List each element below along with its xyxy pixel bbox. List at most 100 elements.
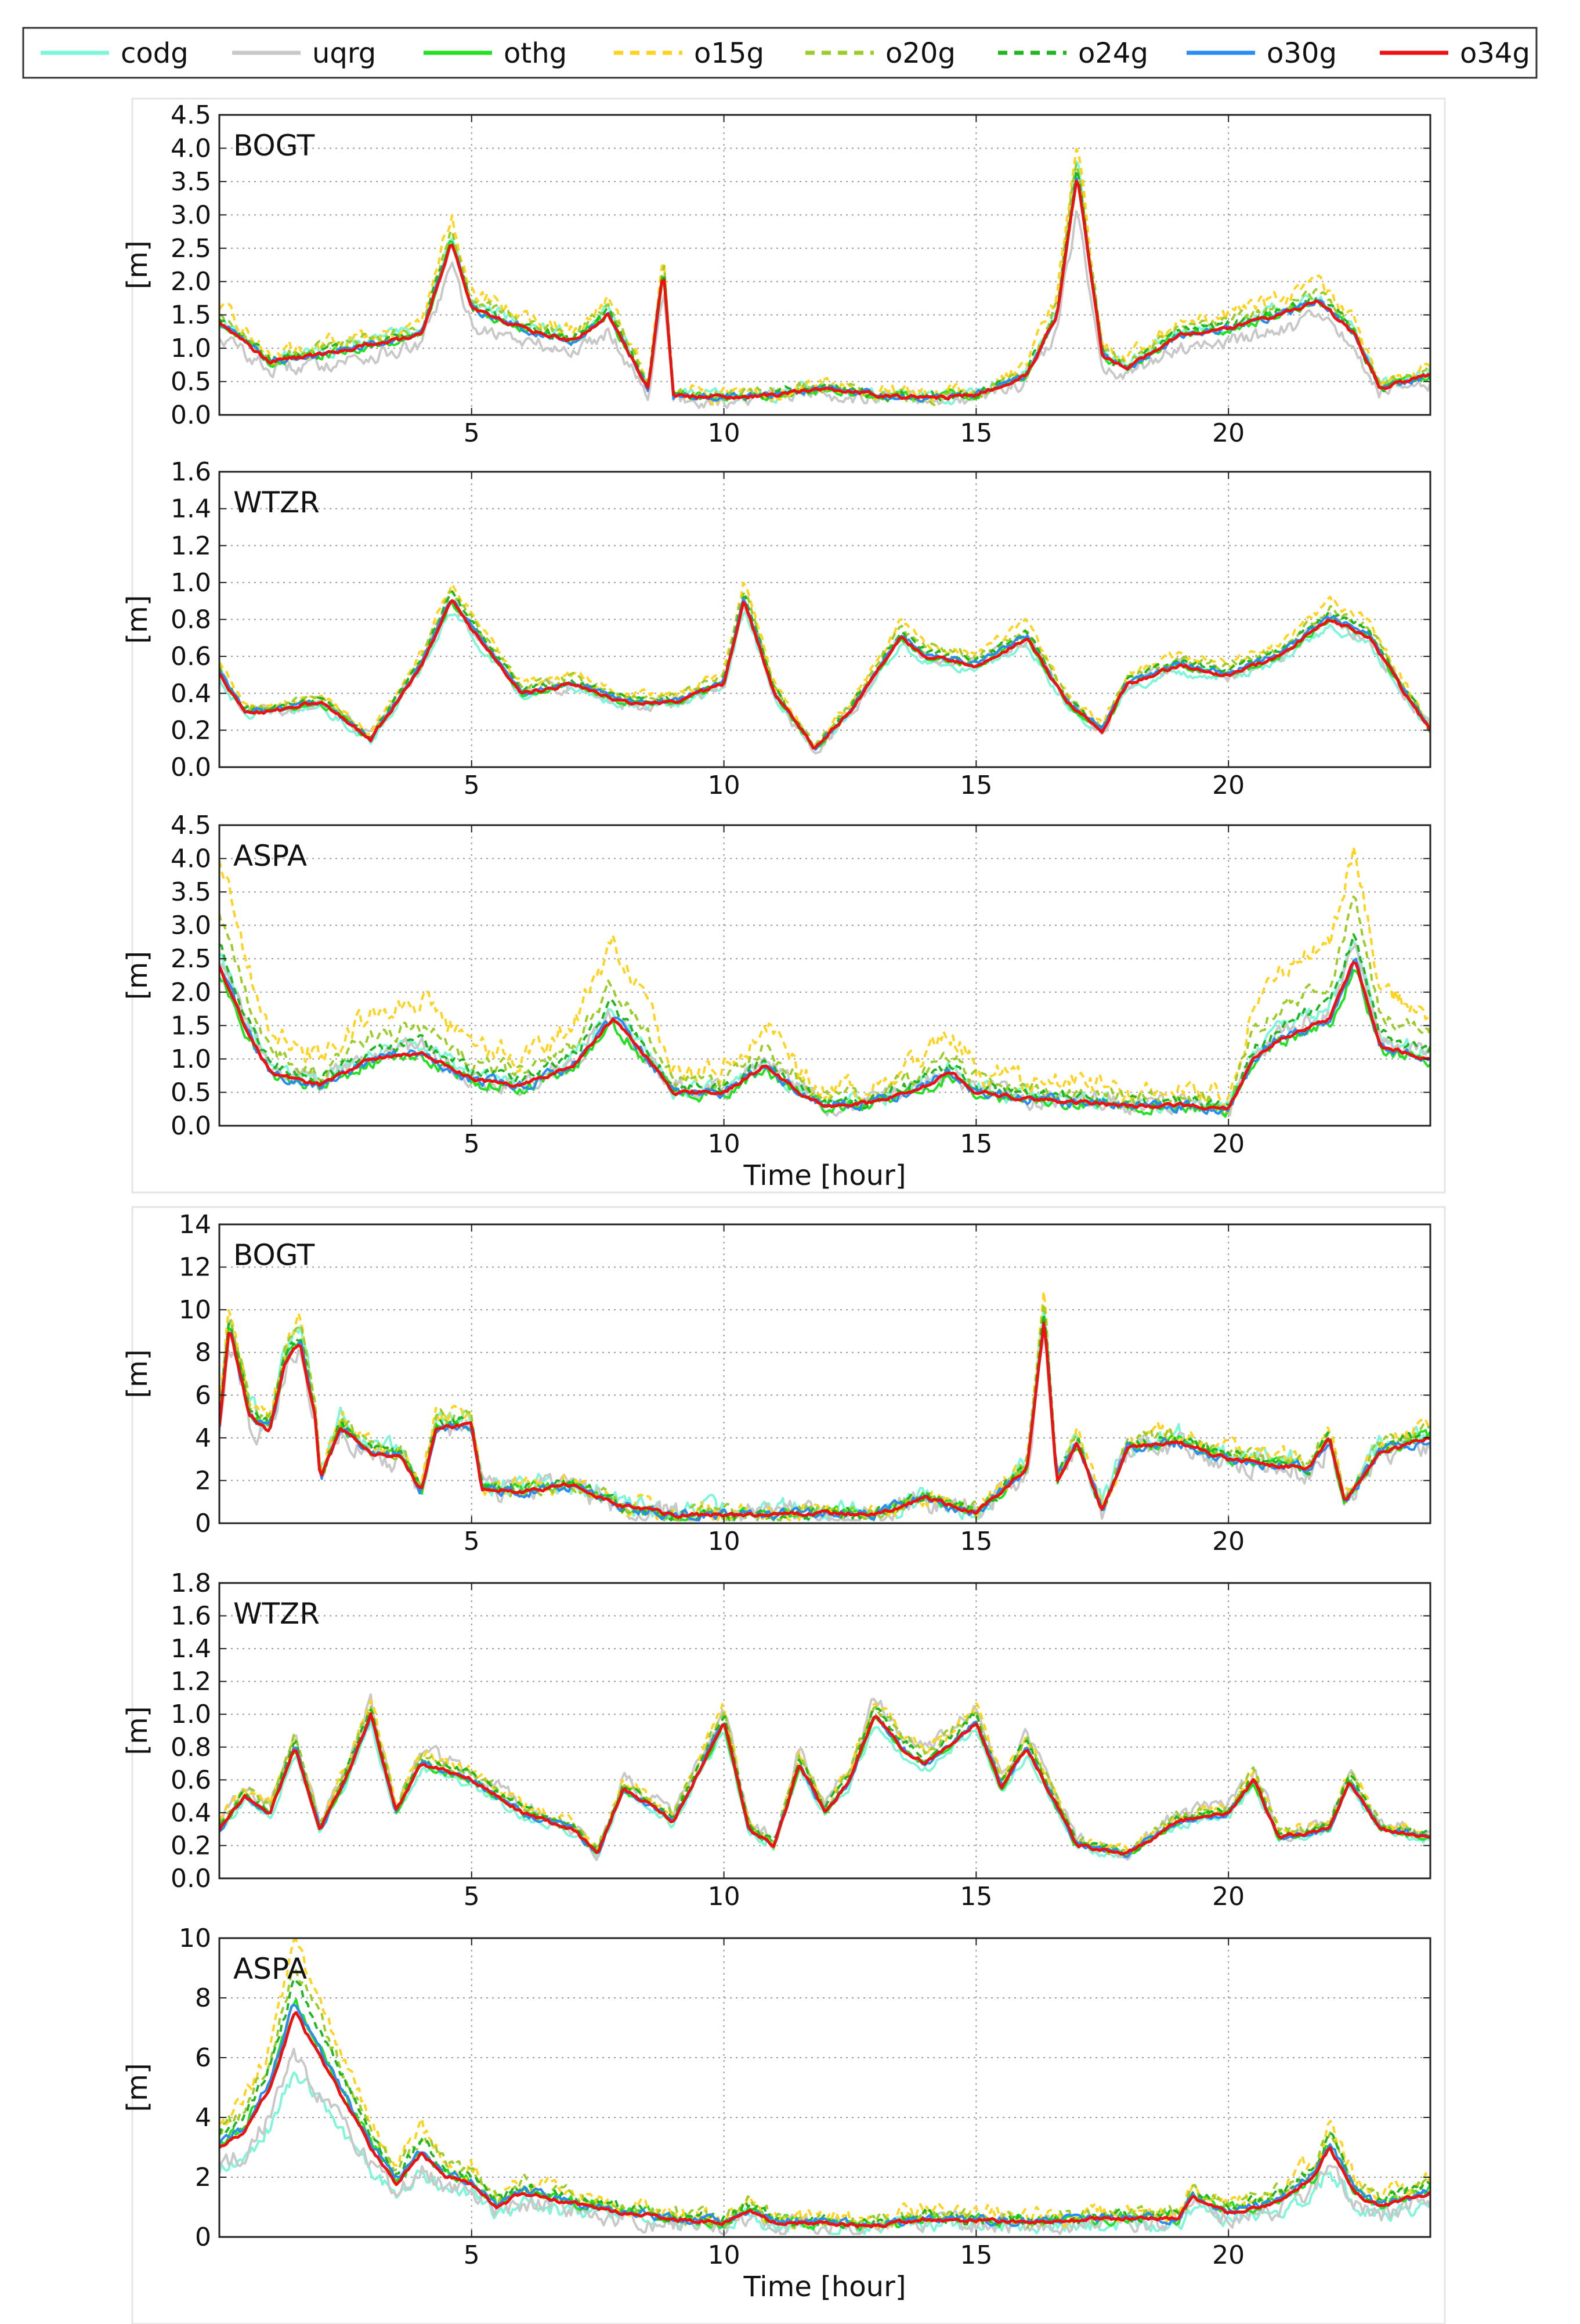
x-tick-label: 5 bbox=[464, 2240, 480, 2270]
series-group bbox=[219, 1693, 1430, 1862]
y-tick-label: 1.0 bbox=[171, 334, 211, 363]
series-line-o24g bbox=[219, 169, 1430, 403]
y-tick-label: 0.5 bbox=[171, 367, 211, 397]
y-tick-label: 3.0 bbox=[171, 200, 211, 230]
series-line-o24g bbox=[219, 1978, 1430, 2229]
y-tick-label: 8 bbox=[195, 1338, 211, 1368]
panel-3-aspa: 5 10 15 20 0.0 0.5 1.0 1.5 2.0 2.53.0 3.54.0 4.5 ASP… bbox=[121, 811, 1431, 1192]
x-tick-label: 20 bbox=[1212, 771, 1245, 800]
series-line-o34g bbox=[219, 1712, 1430, 1856]
plot-frame bbox=[218, 824, 1431, 1127]
series-line-o20g bbox=[219, 1705, 1430, 1857]
y-tick-label: 1.5 bbox=[171, 1011, 211, 1040]
legend-label-o24g: o24g bbox=[1078, 37, 1148, 70]
y-tick-label: 0.0 bbox=[171, 400, 211, 430]
group-frame-bottom bbox=[131, 1206, 1446, 2324]
y-tick-label: 1.6 bbox=[171, 1602, 211, 1631]
series-group bbox=[219, 581, 1430, 755]
series-line-codg bbox=[219, 1719, 1430, 1859]
legend-label-o30g: o30g bbox=[1267, 37, 1337, 70]
plot-area bbox=[219, 825, 1430, 1126]
y-tick-label: 4.0 bbox=[171, 844, 211, 874]
plot-area bbox=[219, 472, 1430, 767]
plot-area bbox=[219, 1224, 1430, 1523]
x-tick-label: 10 bbox=[708, 1882, 740, 1911]
y-tick-label: 12 bbox=[179, 1253, 211, 1282]
y-tick-label: 1.2 bbox=[171, 1667, 211, 1697]
series-line-uqrg bbox=[219, 209, 1430, 409]
plot-frame bbox=[218, 114, 1431, 416]
panel-2-wtzr: 5 10 15 20 0.0 0.2 0.4 0.6 0.8 1.0 1.2 1.4 1.6 WTZR [m… bbox=[121, 457, 1431, 800]
station-label: ASPA bbox=[233, 839, 307, 873]
x-tick-label: 10 bbox=[708, 1527, 740, 1556]
panel-1-bogt: 5 10 15 20 0.00.5 1.0 1.5 2.0 2.5 3.03.5 4.04.5 BOG… bbox=[121, 100, 1431, 448]
y-tick-label: 2 bbox=[195, 1466, 211, 1495]
series-line-o34g bbox=[219, 1321, 1430, 1519]
legend-label-o34g: o34g bbox=[1460, 37, 1530, 70]
series-line-o20g bbox=[219, 590, 1430, 749]
x-tick-label: 15 bbox=[960, 1129, 992, 1159]
plot-frame bbox=[218, 1582, 1431, 1880]
y-axis-label: [m] bbox=[121, 1706, 154, 1755]
station-label: BOGT bbox=[233, 1238, 315, 1272]
y-tick-label: 2 bbox=[195, 2163, 211, 2192]
x-tick-label: 15 bbox=[960, 2240, 992, 2270]
y-tick-label: 4.5 bbox=[171, 811, 211, 840]
x-tick-label: 5 bbox=[464, 1129, 480, 1159]
y-tick-label: 0.5 bbox=[171, 1078, 211, 1107]
y-tick-label: 2.0 bbox=[171, 978, 211, 1007]
group-frame-top bbox=[131, 97, 1446, 1194]
x-axis-label: Time [hour] bbox=[743, 2271, 906, 2303]
y-tick-label: 0.4 bbox=[171, 679, 211, 709]
plot-area bbox=[219, 1583, 1430, 1878]
series-line-o15g bbox=[219, 147, 1430, 407]
y-axis-label: [m] bbox=[121, 240, 154, 289]
y-tick-label: 2.5 bbox=[171, 944, 211, 974]
y-axis-label: [m] bbox=[121, 595, 154, 644]
x-tick-label: 20 bbox=[1212, 1882, 1245, 1911]
legend-label-o20g: o20g bbox=[885, 37, 956, 70]
y-tick-label: 0.2 bbox=[171, 715, 211, 745]
x-tick-label: 15 bbox=[960, 1882, 992, 1911]
series-line-o24g bbox=[219, 933, 1430, 1112]
y-tick-label: 3.5 bbox=[171, 167, 211, 197]
series-line-o15g bbox=[219, 1290, 1430, 1521]
panel-4-bogt: 5 10 15 20 0 2 4 6 8 10 12 14 BOGT [m] bbox=[121, 1210, 1431, 1556]
y-tick-label: 14 bbox=[179, 1210, 211, 1239]
series-group bbox=[219, 147, 1430, 409]
y-tick-label: 0.6 bbox=[171, 642, 211, 671]
y-tick-label: 4 bbox=[195, 2103, 211, 2133]
series-group bbox=[219, 845, 1430, 1118]
y-tick-label: 1.0 bbox=[171, 568, 211, 598]
y-tick-label: 0.0 bbox=[171, 753, 211, 782]
y-tick-label: 1.4 bbox=[171, 1634, 211, 1664]
y-tick-label: 3.0 bbox=[171, 911, 211, 941]
y-tick-label: 0 bbox=[195, 1509, 211, 1538]
station-label: ASPA bbox=[233, 1952, 307, 1986]
plot-frame bbox=[218, 1223, 1431, 1524]
y-axis-label: [m] bbox=[121, 951, 154, 1000]
y-tick-label: 1.0 bbox=[171, 1700, 211, 1729]
y-tick-label: 1.6 bbox=[171, 457, 211, 487]
y-tick-label: 0.2 bbox=[171, 1831, 211, 1860]
station-label: BOGT bbox=[233, 129, 315, 162]
station-label: WTZR bbox=[233, 486, 320, 519]
plot-frame bbox=[218, 1937, 1431, 2238]
y-axis-label: [m] bbox=[121, 2063, 154, 2112]
y-tick-label: 4.0 bbox=[171, 133, 211, 163]
x-tick-label: 15 bbox=[960, 771, 992, 800]
y-tick-label: 3.5 bbox=[171, 877, 211, 907]
series-line-o34g bbox=[219, 2011, 1430, 2229]
x-tick-label: 20 bbox=[1212, 418, 1245, 448]
y-tick-label: 0.4 bbox=[171, 1798, 211, 1828]
series-line-o34g bbox=[219, 599, 1430, 750]
plot-area bbox=[219, 115, 1430, 415]
y-tick-label: 4.5 bbox=[171, 100, 211, 130]
x-tick-label: 20 bbox=[1212, 1527, 1245, 1556]
series-line-o34g bbox=[219, 179, 1430, 401]
x-axis-label: Time [hour] bbox=[743, 1159, 906, 1192]
y-tick-label: 10 bbox=[179, 1295, 211, 1325]
y-tick-label: 1.5 bbox=[171, 301, 211, 330]
series-group bbox=[219, 1939, 1430, 2235]
y-tick-label: 0.8 bbox=[171, 605, 211, 635]
